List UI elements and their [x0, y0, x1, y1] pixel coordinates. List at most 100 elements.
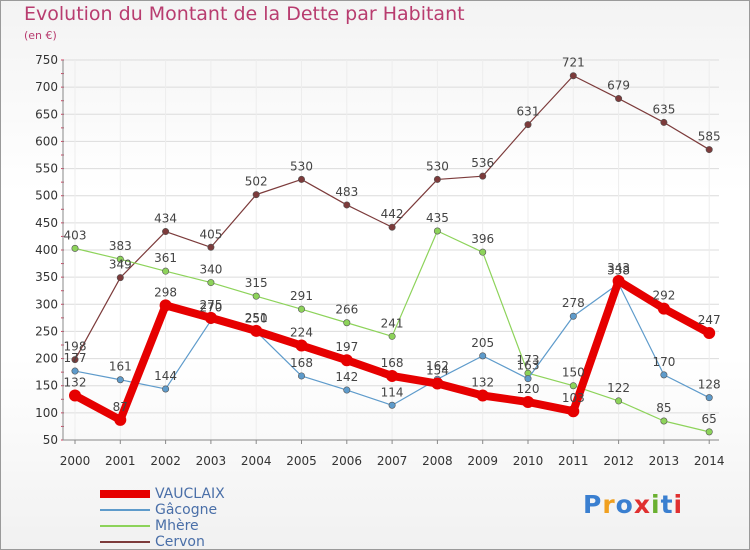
y-tick-label: 350: [35, 270, 58, 284]
x-tick-label: 2001: [105, 454, 136, 468]
legend-swatch: [100, 509, 150, 511]
data-label: 247: [698, 313, 721, 327]
y-tick-label: 300: [35, 297, 58, 311]
x-tick-label: 2013: [649, 454, 680, 468]
x-tick-label: 2003: [196, 454, 227, 468]
x-tick-label: 2000: [60, 454, 91, 468]
data-label: 275: [199, 298, 222, 312]
chart-subtitle: (en €): [24, 29, 57, 42]
data-point: [204, 311, 217, 324]
y-tick-label: 750: [35, 53, 58, 67]
x-tick-label: 2009: [467, 454, 498, 468]
data-label: 144: [154, 369, 177, 383]
data-label: 163: [517, 359, 540, 373]
data-point: [162, 228, 170, 236]
legend-swatch: [100, 541, 150, 543]
data-label: 530: [426, 159, 449, 173]
data-label: 292: [652, 289, 675, 303]
y-tick-label: 650: [35, 107, 58, 121]
data-label: 241: [381, 316, 404, 330]
data-label: 530: [290, 159, 313, 173]
data-point: [116, 274, 124, 282]
data-point: [297, 175, 305, 183]
data-label: 87: [113, 400, 128, 414]
legend-label: Mhère: [155, 518, 199, 534]
data-point: [705, 428, 713, 436]
data-label: 168: [290, 356, 313, 370]
x-tick-label: 2002: [150, 454, 181, 468]
data-label: 343: [607, 261, 630, 275]
data-label: 536: [471, 156, 494, 170]
y-tick-label: 700: [35, 80, 58, 94]
data-label: 161: [109, 360, 132, 374]
y-tick-label: 550: [35, 162, 58, 176]
data-point: [433, 227, 441, 235]
data-label: 198: [64, 340, 87, 354]
data-label: 128: [698, 378, 721, 392]
data-point: [479, 172, 487, 180]
data-point: [433, 175, 441, 183]
data-point: [343, 386, 351, 394]
data-label: 120: [517, 382, 540, 396]
data-point: [660, 417, 668, 425]
y-tick-label: 250: [35, 324, 58, 338]
proxiti-logo: Proxiti: [583, 490, 683, 519]
data-point: [252, 191, 260, 199]
x-tick-label: 2005: [286, 454, 317, 468]
data-label: 122: [607, 381, 630, 395]
data-point: [479, 248, 487, 256]
data-point: [252, 292, 260, 300]
x-tick-label: 2004: [241, 454, 272, 468]
data-label: 85: [656, 401, 671, 415]
data-label: 721: [562, 56, 585, 70]
data-label: 173: [517, 353, 540, 367]
data-label: 150: [562, 366, 585, 380]
x-tick-label: 2011: [558, 454, 589, 468]
data-point: [388, 401, 396, 409]
legend-swatch: [100, 490, 150, 498]
data-point: [116, 255, 124, 263]
data-point: [69, 389, 81, 402]
data-point: [479, 352, 487, 360]
data-label: 162: [426, 359, 449, 373]
data-point: [703, 327, 716, 340]
logo-letter: P: [583, 490, 603, 519]
y-tick-label: 200: [35, 352, 58, 366]
data-label: 635: [652, 102, 675, 116]
data-point: [524, 121, 532, 129]
data-label: 631: [517, 105, 540, 119]
legend-label: Gâcogne: [155, 502, 218, 518]
x-tick-label: 2014: [694, 454, 725, 468]
data-label: 168: [381, 356, 404, 370]
data-point: [524, 375, 532, 383]
x-tick-label: 2007: [377, 454, 408, 468]
logo-letter: r: [602, 490, 616, 519]
data-point: [612, 274, 625, 287]
y-tick-label: 600: [35, 134, 58, 148]
data-point: [162, 385, 170, 393]
logo-letter: i: [651, 490, 661, 519]
data-point: [162, 267, 170, 275]
legend-label: VAUCLAIX: [155, 486, 225, 502]
data-point: [660, 118, 668, 126]
data-point: [567, 405, 580, 418]
data-label: 403: [64, 228, 87, 242]
data-label: 338: [607, 264, 630, 278]
data-label: 585: [698, 130, 721, 144]
data-point: [297, 372, 305, 380]
data-label: 142: [335, 370, 358, 384]
logo-letter: t: [660, 490, 674, 519]
chart-title: Evolution du Montant de la Dette par Hab…: [24, 3, 465, 25]
data-point: [114, 413, 127, 426]
data-label: 65: [702, 412, 717, 426]
data-label: 270: [199, 301, 222, 315]
data-point: [343, 319, 351, 327]
data-point: [343, 201, 351, 209]
data-point: [657, 302, 670, 315]
data-point: [569, 382, 577, 390]
data-label: 349: [109, 258, 132, 272]
data-label: 205: [471, 336, 494, 350]
data-point: [386, 369, 399, 382]
y-tick-label: 50: [43, 433, 58, 447]
